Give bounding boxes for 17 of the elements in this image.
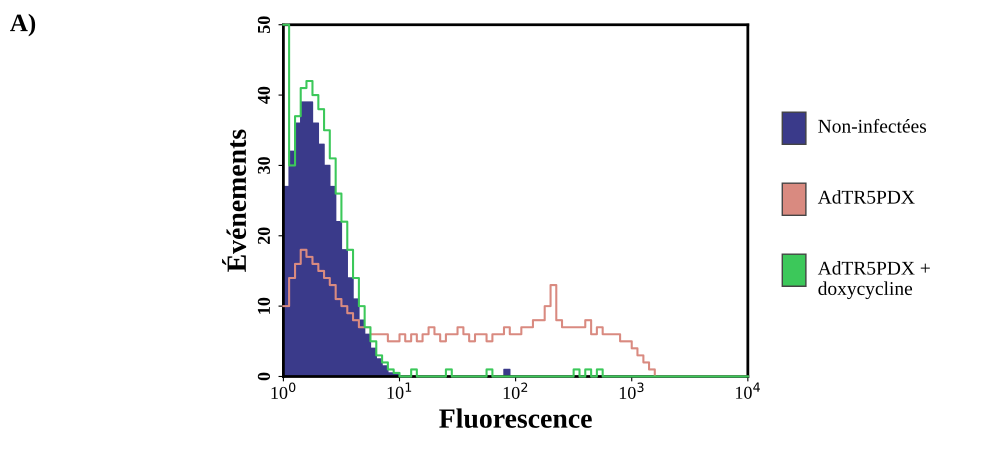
x-axis-title: Fluorescence xyxy=(439,408,592,428)
y-axis-title: Événements xyxy=(222,130,246,272)
y-tick-label: 20 xyxy=(258,227,270,244)
legend-label: AdTR5PDX xyxy=(818,190,915,204)
x-tick-label: 10$^{4}$ xyxy=(736,382,760,399)
legend-label: AdTR5PDX + doxycycline xyxy=(818,261,930,300)
y-tick-label: 50 xyxy=(258,16,270,34)
legend-label: Non-infectées xyxy=(818,118,926,133)
y-tick-label: 10 xyxy=(258,298,270,314)
x-tick-label: 10$^{1}$ xyxy=(388,382,412,399)
y-tick-label: 0 xyxy=(258,372,270,380)
x-tick-label: 10$^{3}$ xyxy=(620,382,644,400)
y-tick-label: 40 xyxy=(258,86,270,104)
y-tick-label: 30 xyxy=(258,157,270,174)
x-tick-label: 10$^{0}$ xyxy=(272,382,296,400)
text: A) xyxy=(10,14,36,36)
x-tick-label: 10$^{2}$ xyxy=(504,382,528,400)
